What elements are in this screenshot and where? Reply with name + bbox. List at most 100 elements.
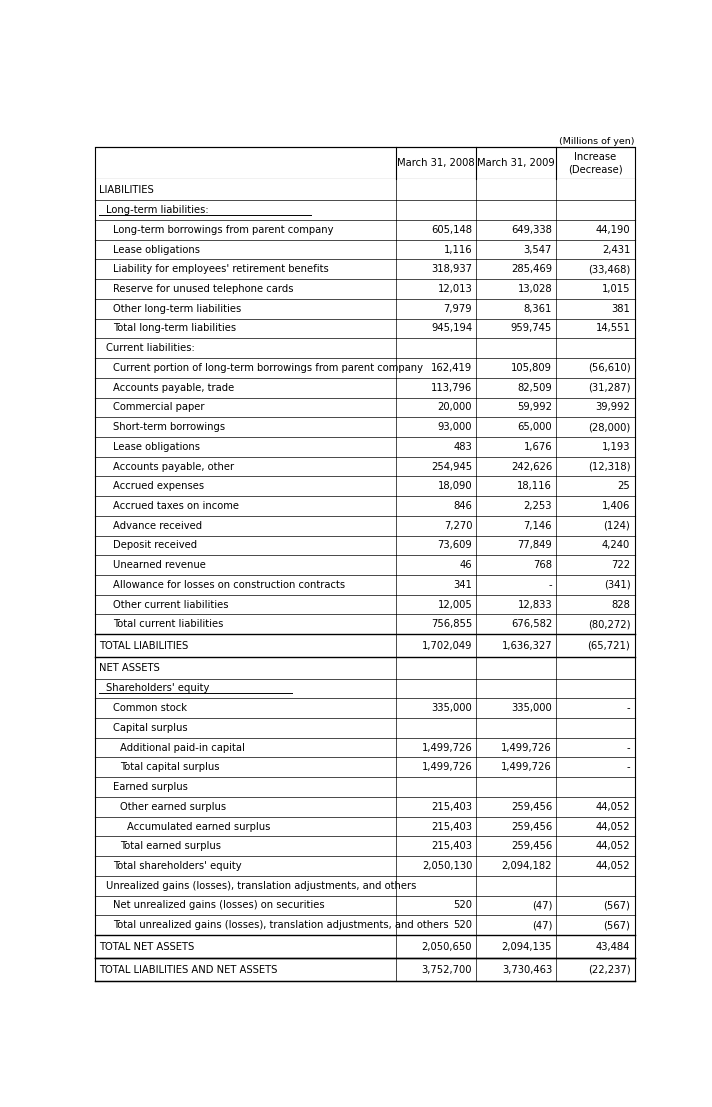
Text: 1,636,327: 1,636,327: [501, 641, 552, 651]
Text: 3,752,700: 3,752,700: [422, 965, 472, 975]
Bar: [95, 915, 634, 935]
Text: Total long-term liabilities: Total long-term liabilities: [113, 323, 236, 333]
Text: 259,456: 259,456: [511, 821, 552, 831]
Text: -: -: [627, 743, 630, 753]
Text: Common stock: Common stock: [113, 703, 187, 713]
Text: 520: 520: [454, 920, 472, 930]
Bar: [95, 594, 634, 614]
Bar: [95, 757, 634, 777]
Text: 1,702,049: 1,702,049: [422, 641, 472, 651]
Text: Lease obligations: Lease obligations: [113, 245, 200, 255]
Text: 215,403: 215,403: [431, 801, 472, 811]
Text: March 31, 2009: March 31, 2009: [477, 158, 555, 168]
Text: Reserve for unused telephone cards: Reserve for unused telephone cards: [113, 284, 293, 294]
Bar: [95, 959, 634, 982]
Text: Other long-term liabilities: Other long-term liabilities: [113, 303, 241, 313]
Text: 1,499,726: 1,499,726: [501, 763, 552, 773]
Text: 20,000: 20,000: [438, 402, 472, 413]
Text: 215,403: 215,403: [431, 841, 472, 851]
Text: Accumulated earned surplus: Accumulated earned surplus: [127, 821, 271, 831]
Text: 215,403: 215,403: [431, 821, 472, 831]
Bar: [95, 437, 634, 457]
Bar: [95, 397, 634, 417]
Bar: [95, 935, 634, 959]
Text: Other earned surplus: Other earned surplus: [120, 801, 226, 811]
Bar: [95, 856, 634, 876]
Bar: [95, 575, 634, 594]
Text: Total unrealized gains (losses), translation adjustments, and others: Total unrealized gains (losses), transla…: [113, 920, 449, 930]
Bar: [95, 279, 634, 299]
Bar: [95, 240, 634, 259]
Bar: [95, 319, 634, 339]
Text: 254,945: 254,945: [431, 462, 472, 472]
Text: 44,052: 44,052: [596, 861, 630, 871]
Text: 7,146: 7,146: [523, 520, 552, 530]
Bar: [95, 556, 634, 575]
Text: 7,270: 7,270: [444, 520, 472, 530]
Bar: [95, 457, 634, 476]
Text: 113,796: 113,796: [431, 383, 472, 393]
Bar: [95, 259, 634, 279]
Bar: [95, 417, 634, 437]
Bar: [95, 516, 634, 536]
Text: (28,000): (28,000): [588, 422, 630, 432]
Bar: [95, 658, 634, 679]
Bar: [95, 220, 634, 240]
Text: (56,610): (56,610): [587, 363, 630, 373]
Text: 59,992: 59,992: [517, 402, 552, 413]
Text: Lease obligations: Lease obligations: [113, 442, 200, 452]
Text: 1,116: 1,116: [444, 245, 472, 255]
Text: 1,193: 1,193: [602, 442, 630, 452]
Text: LIABILITIES: LIABILITIES: [99, 185, 154, 195]
Text: 318,937: 318,937: [431, 265, 472, 275]
Text: 242,626: 242,626: [511, 462, 552, 472]
Text: TOTAL LIABILITIES: TOTAL LIABILITIES: [99, 641, 188, 651]
Bar: [95, 699, 634, 718]
Text: Earned surplus: Earned surplus: [113, 782, 188, 793]
Text: 3,547: 3,547: [524, 245, 552, 255]
Text: 39,992: 39,992: [595, 402, 630, 413]
Text: 4,240: 4,240: [602, 540, 630, 550]
Text: 7,979: 7,979: [444, 303, 472, 313]
Text: 2,094,135: 2,094,135: [501, 942, 552, 952]
Text: Total earned surplus: Total earned surplus: [120, 841, 221, 851]
Text: (33,468): (33,468): [588, 265, 630, 275]
Text: 768: 768: [533, 560, 552, 570]
Bar: [95, 147, 634, 179]
Bar: [95, 777, 634, 797]
Text: Commercial paper: Commercial paper: [113, 402, 204, 413]
Bar: [95, 476, 634, 496]
Text: Current liabilities:: Current liabilities:: [106, 343, 195, 353]
Text: 12,005: 12,005: [437, 600, 472, 610]
Text: Accounts payable, trade: Accounts payable, trade: [113, 383, 234, 393]
Text: Current portion of long-term borrowings from parent company: Current portion of long-term borrowings …: [113, 363, 423, 373]
Bar: [95, 896, 634, 915]
Text: Total shareholders' equity: Total shareholders' equity: [113, 861, 241, 871]
Text: Increase
(Decrease): Increase (Decrease): [567, 152, 622, 174]
Text: 828: 828: [612, 600, 630, 610]
Text: Advance received: Advance received: [113, 520, 202, 530]
Text: 44,190: 44,190: [596, 225, 630, 235]
Text: (47): (47): [532, 900, 552, 910]
Text: 2,094,182: 2,094,182: [501, 861, 552, 871]
Text: Short-term borrowings: Short-term borrowings: [113, 422, 225, 432]
Text: Total current liabilities: Total current liabilities: [113, 619, 224, 630]
Bar: [95, 299, 634, 319]
Text: 43,484: 43,484: [596, 942, 630, 952]
Text: Shareholders' equity: Shareholders' equity: [106, 683, 209, 693]
Text: 162,419: 162,419: [431, 363, 472, 373]
Text: 12,833: 12,833: [518, 600, 552, 610]
Bar: [95, 817, 634, 837]
Text: Liability for employees' retirement benefits: Liability for employees' retirement bene…: [113, 265, 329, 275]
Text: 2,431: 2,431: [602, 245, 630, 255]
Text: 1,406: 1,406: [602, 501, 630, 511]
Text: Allowance for losses on construction contracts: Allowance for losses on construction con…: [113, 580, 345, 590]
Text: 77,849: 77,849: [518, 540, 552, 550]
Text: Net unrealized gains (losses) on securities: Net unrealized gains (losses) on securit…: [113, 900, 325, 910]
Text: Additional paid-in capital: Additional paid-in capital: [120, 743, 245, 753]
Text: (47): (47): [532, 920, 552, 930]
Text: 756,855: 756,855: [431, 619, 472, 630]
Text: TOTAL LIABILITIES AND NET ASSETS: TOTAL LIABILITIES AND NET ASSETS: [99, 965, 278, 975]
Text: 2,050,650: 2,050,650: [422, 942, 472, 952]
Text: Unrealized gains (losses), translation adjustments, and others: Unrealized gains (losses), translation a…: [106, 881, 417, 891]
